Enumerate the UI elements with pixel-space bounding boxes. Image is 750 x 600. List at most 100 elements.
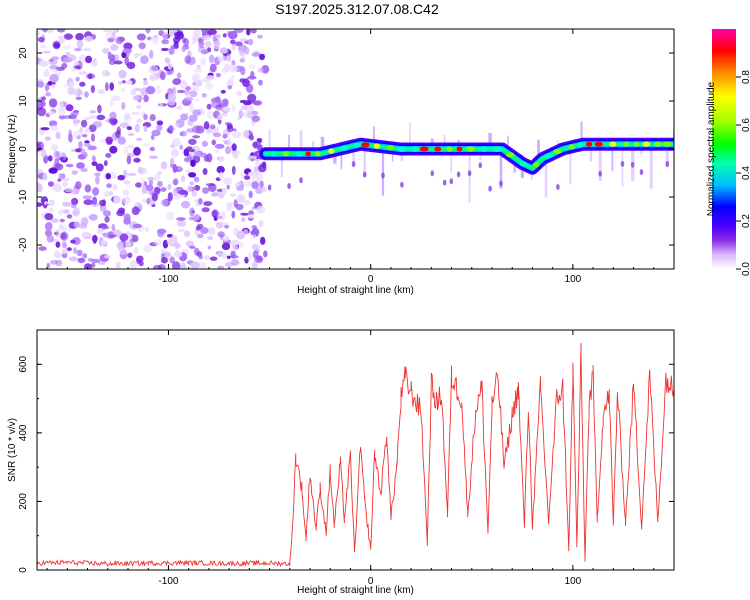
x-tick-label: 100	[565, 274, 582, 285]
noise-blob	[213, 40, 221, 50]
noise-blob	[123, 146, 129, 155]
noise-blob	[160, 187, 167, 192]
noise-blob	[50, 125, 59, 131]
noise-blob	[248, 190, 253, 199]
noise-blob	[160, 161, 168, 170]
noise-blob	[84, 91, 89, 98]
noise-blob	[251, 52, 261, 57]
noise-blob	[198, 40, 205, 48]
noise-blob	[55, 131, 61, 140]
noise-blob	[185, 240, 194, 248]
noise-blob	[80, 119, 88, 128]
noise-blob	[39, 100, 46, 108]
noise-blob	[261, 161, 267, 168]
noise-blob	[59, 218, 65, 223]
noise-blob	[104, 216, 110, 223]
noise-blob	[247, 155, 257, 159]
noise-blob	[215, 72, 221, 78]
noise-blob	[84, 184, 92, 193]
noise-blob	[53, 42, 61, 49]
noise-blob	[236, 230, 246, 240]
spectrogram-y-label: Frequency (Hz)	[7, 115, 18, 184]
noise-blob	[118, 136, 126, 144]
noise-blob	[110, 44, 119, 51]
ridge-bead	[654, 141, 662, 147]
noise-blob	[167, 92, 177, 103]
noise-blob	[167, 63, 173, 70]
noise-blob	[120, 88, 126, 92]
x-tick-label: 0	[368, 274, 374, 285]
noise-blob	[170, 44, 180, 50]
noise-blob	[188, 138, 197, 145]
spectral-dot	[267, 184, 272, 191]
noise-blob	[145, 184, 154, 192]
noise-blob	[205, 82, 214, 90]
noise-blob	[211, 209, 220, 218]
noise-blob	[135, 52, 144, 56]
noise-blob	[143, 143, 150, 147]
noise-blob	[38, 246, 47, 251]
noise-blob	[140, 177, 145, 187]
noise-blob	[48, 207, 54, 212]
ridge-bead	[295, 151, 303, 157]
noise-blob	[230, 74, 235, 81]
noise-blob	[151, 129, 161, 137]
noise-blob	[71, 197, 79, 205]
noise-blob	[151, 193, 158, 202]
noise-blob	[192, 82, 197, 86]
y-tick-label: -20	[18, 237, 29, 252]
noise-blob	[116, 241, 124, 250]
ridge-bead	[532, 162, 540, 168]
noise-blob	[153, 37, 158, 46]
noise-blob	[49, 259, 59, 265]
noise-blob	[133, 146, 141, 156]
noise-blob	[250, 29, 257, 34]
snr-panel: -100 0 100 0 200 400 600 Height of straight l…	[7, 329, 675, 596]
noise-blob	[117, 207, 126, 214]
ridge-bead	[341, 145, 348, 151]
noise-blob	[247, 214, 255, 219]
noise-blob	[50, 68, 59, 73]
noise-blob	[153, 239, 163, 246]
noise-blob	[231, 210, 236, 219]
noise-blob	[73, 221, 80, 228]
ridge-bead	[519, 161, 527, 167]
ridge-bead	[283, 151, 290, 157]
spectral-dot	[598, 170, 602, 177]
noise-blob	[258, 219, 264, 228]
spectral-dot	[488, 185, 492, 192]
noise-blob	[61, 248, 69, 255]
snr-x-label: Height of straight line (km)	[297, 585, 414, 596]
noise-blob	[192, 125, 202, 134]
noise-blob	[50, 218, 59, 223]
noise-blob	[84, 140, 90, 144]
noise-blob	[259, 180, 264, 189]
noise-blob	[193, 86, 200, 92]
noise-blob	[160, 47, 169, 52]
noise-blob	[247, 93, 257, 103]
y-tick-label: 400	[18, 424, 29, 441]
noise-blob	[207, 245, 212, 250]
noise-blob	[103, 190, 110, 197]
noise-blob	[173, 29, 178, 33]
noise-blob	[37, 169, 44, 174]
noise-blob	[252, 261, 258, 269]
noise-blob	[184, 96, 194, 102]
noise-blob	[80, 167, 88, 173]
noise-blob	[68, 133, 73, 143]
noise-blob	[103, 254, 111, 259]
noise-blob	[37, 81, 45, 88]
noise-blob	[57, 178, 61, 182]
noise-blob	[156, 124, 163, 131]
noise-blob	[203, 34, 211, 41]
noise-blob	[79, 90, 84, 96]
noise-blob	[136, 137, 143, 142]
noise-blob	[166, 236, 176, 246]
noise-blob	[248, 210, 254, 216]
noise-blob	[215, 104, 225, 111]
noise-blob	[221, 242, 231, 251]
noise-blob	[239, 99, 247, 104]
spectrogram-x-label: Height of straight line (km)	[297, 285, 414, 296]
noise-blob	[44, 136, 51, 141]
x-tick-label: -100	[158, 576, 178, 587]
